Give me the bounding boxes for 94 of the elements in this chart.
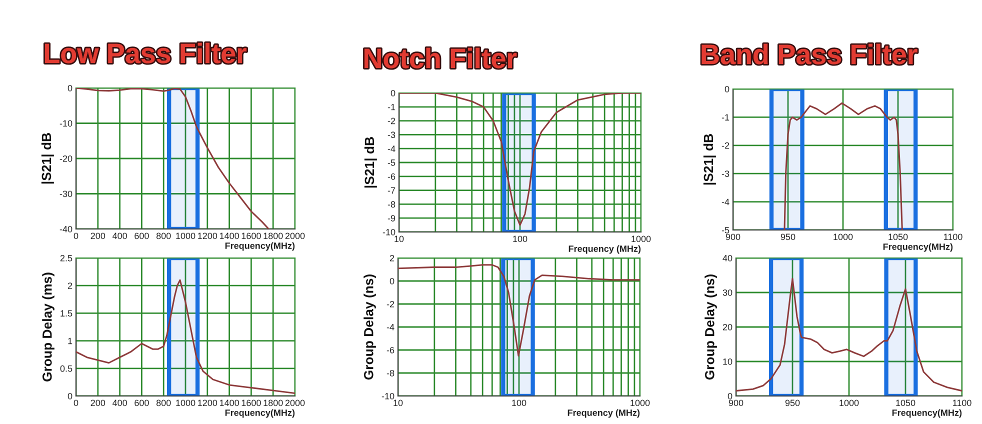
y-tick-label: -7 [388, 187, 396, 194]
y-tick-label: -8 [386, 370, 394, 376]
y-tick-label: -5 [388, 160, 396, 166]
x-axis-title: Frequency(MHz) [225, 242, 295, 251]
x-tick-label: 400 [112, 400, 127, 406]
y-tick-label: 2 [68, 282, 72, 289]
y-tick-label: -3 [722, 170, 730, 177]
y-tick-label: 10 [723, 358, 732, 365]
x-tick-label: 1050 [888, 234, 908, 240]
y-tick-label: -10 [60, 120, 72, 127]
x-tick-label: 0 [74, 232, 78, 240]
y-tick-label: -6 [386, 346, 394, 354]
y-tick-label: -4 [722, 198, 730, 206]
x-tick-label: 1050 [896, 400, 916, 406]
x-tick-label: 600 [134, 400, 149, 406]
x-tick-label: 1400 [220, 232, 239, 240]
x-tick-label: 1000 [176, 400, 196, 406]
x-axis-title: Frequency (MHz) [568, 409, 640, 418]
x-tick-label: 200 [90, 400, 106, 406]
x-tick-label: 2000 [285, 400, 305, 406]
y-axis-title: |S21| dB [41, 133, 54, 184]
y-tick-label: 1.5 [60, 310, 72, 317]
y-tick-label: -2 [722, 142, 730, 149]
y-axis-title: Group Delay (ns) [364, 274, 376, 380]
y-tick-label: 0 [724, 86, 730, 92]
x-tick-label: 1000 [630, 400, 650, 406]
line-series [736, 278, 962, 392]
y-tick-label: 0.5 [60, 365, 72, 372]
y-tick-label: -2 [386, 300, 394, 308]
x-tick-label: 400 [112, 232, 127, 240]
y-tick-label: -20 [60, 155, 72, 162]
x-tick-label: 800 [156, 232, 171, 240]
y-tick-label: -4 [388, 146, 396, 152]
x-tick-label: 1000 [834, 234, 853, 240]
y-tick-label: 1 [68, 338, 72, 344]
x-tick-label: 1600 [242, 400, 261, 406]
y-tick-label: -8 [388, 201, 396, 208]
x-tick-label: 1000 [840, 400, 859, 406]
y-axis-title: Group Delay (ms) [42, 272, 54, 382]
x-tick-label: 100 [512, 400, 526, 406]
y-tick-label: 0 [728, 392, 732, 400]
y-tick-label: -4 [386, 324, 394, 330]
y-tick-label: -30 [60, 190, 72, 198]
y-tick-label: 0 [390, 278, 394, 284]
x-tick-label: 1400 [220, 400, 239, 406]
x-axis-title: Frequency(MHz) [225, 409, 295, 418]
y-tick-label: 30 [722, 289, 732, 296]
y-tick-label: 2.5 [60, 254, 72, 262]
x-tick-label: 1800 [264, 232, 283, 240]
y-axis-title: Group Delay (ns) [704, 274, 717, 380]
x-axis-title: Frequency (MHz) [568, 245, 641, 254]
y-tick-label: -10 [382, 228, 396, 236]
x-tick-label: 900 [728, 400, 744, 406]
y-tick-label: -40 [60, 226, 72, 232]
x-tick-label: 1000 [176, 232, 196, 240]
y-tick-label: -6 [388, 173, 396, 180]
x-tick-label: 1800 [264, 400, 283, 406]
y-tick-label: 20 [722, 324, 732, 330]
x-tick-label: 1200 [198, 400, 218, 406]
y-tick-label: -2 [388, 118, 396, 124]
y-tick-label: 0 [390, 90, 396, 96]
x-tick-label: 600 [134, 232, 149, 240]
x-tick-label: 10 [394, 236, 404, 242]
y-tick-label: -3 [388, 132, 396, 138]
x-tick-label: 2000 [285, 232, 305, 240]
y-tick-label: -9 [388, 215, 396, 222]
x-tick-label: 1600 [242, 232, 261, 240]
y-tick-label: 40 [722, 254, 732, 262]
x-tick-label: 0 [74, 400, 78, 406]
y-tick-label: 2 [390, 254, 394, 262]
x-tick-label: 1100 [944, 234, 962, 240]
x-tick-label: 800 [156, 400, 171, 406]
y-axis-title: |S21| dB [703, 134, 716, 185]
y-tick-label: 0 [68, 392, 72, 400]
y-tick-label: -10 [382, 392, 394, 400]
y-tick-label: 0 [68, 84, 72, 92]
x-tick-label: 900 [726, 234, 740, 240]
y-tick-label: -5 [722, 227, 730, 234]
x-tick-label: 200 [90, 232, 106, 240]
x-tick-label: 100 [513, 236, 528, 242]
y-tick-label: -1 [388, 104, 396, 110]
chart-title: Low Pass Filter [45, 42, 246, 64]
x-tick-label: 1100 [952, 400, 972, 406]
line-series [784, 102, 903, 230]
x-axis-title: Frequency(MHz) [892, 409, 962, 418]
x-tick-label: 1000 [632, 236, 651, 242]
chart-title: Band Pass Filter [702, 44, 918, 64]
x-tick-label: 1200 [198, 232, 218, 240]
x-tick-label: 950 [785, 400, 800, 406]
chart-title: Notch Filter [364, 48, 517, 68]
y-axis-title: |S21| dB [364, 137, 377, 188]
x-axis-title: Frequency(MHz) [883, 243, 953, 252]
y-tick-label: -1 [722, 114, 730, 120]
x-tick-label: 950 [780, 234, 796, 240]
